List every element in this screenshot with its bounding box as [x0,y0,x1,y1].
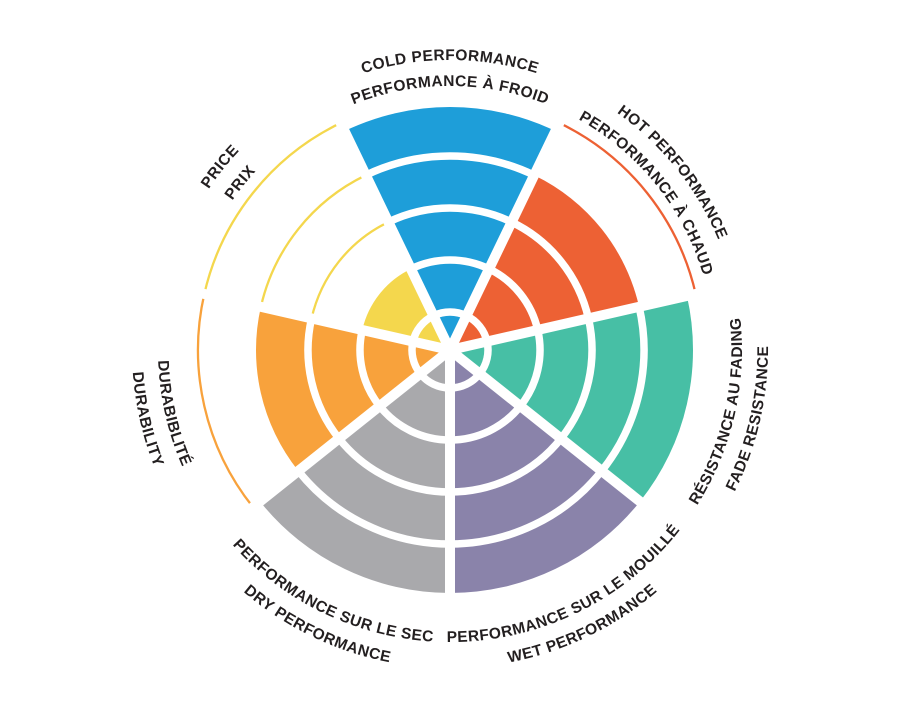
wedge-cold-performance [344,106,556,350]
segment-divider [448,286,707,355]
segment-divider [331,111,455,353]
ring-separator-cold-performance-3 [386,204,514,226]
unfilled-ring-arc-hot-performance-5 [558,121,697,295]
wedge-wet-performance [450,350,640,593]
wedge-fade-resistance [450,295,694,502]
ring-separator-hot-performance-2 [487,265,542,331]
label-hot-performance-en: HOT PERFORMANCE [614,102,730,242]
ring-separator-wet-performance-3 [449,436,564,496]
segment-divider [193,286,452,355]
unfilled-ring-arc-price-4 [259,174,367,308]
segment-divider [446,346,658,518]
ring-separator-durability-2 [356,329,383,409]
segment-divider [445,111,569,353]
ring-separator-wet-performance-4 [449,468,605,548]
unfilled-ring-arc-price-5 [203,121,342,295]
ring-separator-fade-resistance-2 [517,329,544,409]
ring-separator-cold-performance-4 [364,152,536,179]
ring-separator-wet-performance-2 [449,403,524,444]
ring-separator-fade-resistance-4 [598,305,648,474]
label-cold-performance-en: COLD PERFORMANCE [359,47,541,77]
ring-separator-cold-performance-2 [409,256,491,273]
ring-separator-hot-performance-3 [509,218,593,320]
label-cold-performance-fr: PERFORMANCE À FROID [349,73,552,108]
ring-separator-dry-performance-3 [336,436,451,496]
unfilled-ring-arc-price-3 [310,221,389,319]
unfilled-ring-arc-durability-5 [196,293,254,508]
ring-separator-dry-performance-2 [376,403,451,444]
ring-separator-fade-resistance-3 [558,317,596,441]
ring-separator-durability-3 [304,317,342,441]
segment-divider [242,346,454,518]
wedge-price [362,268,450,350]
wedge-dry-performance [260,350,450,593]
wedge-hot-performance [450,175,640,350]
ring-separator-dry-performance-4 [295,468,451,548]
